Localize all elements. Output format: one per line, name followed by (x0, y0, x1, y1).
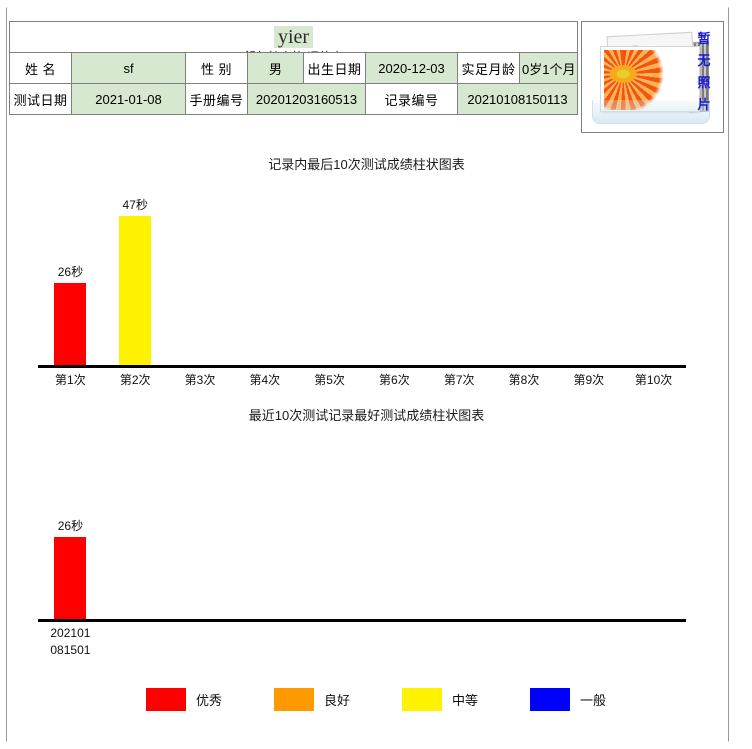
no-photo-char-4: 片 (697, 97, 711, 112)
label-gender: 性 别 (185, 52, 248, 84)
chart-2-x-axis (38, 619, 686, 622)
photo-tray (592, 100, 710, 124)
label-age: 实足月龄 (457, 52, 520, 84)
label-record-number: 记录编号 (365, 83, 458, 115)
chart-1-tick-2: 第2次 (119, 373, 151, 387)
legend-swatch-icon-2 (273, 687, 314, 711)
value-age[interactable]: 0岁1个月 (519, 52, 578, 84)
legend-swatch-icon-4 (530, 687, 571, 711)
chart-1-tick-10: 第10次 (634, 373, 673, 387)
chart-1-title: 记录内最后10次测试成绩柱状图表 (268, 157, 465, 172)
legend-item-4[interactable]: 一般 (530, 687, 607, 711)
value-record-number[interactable]: 20210108150113 (457, 83, 578, 115)
no-photo-label: 暂 无 照 片 (693, 28, 715, 116)
label-manual-number: 手册编号 (185, 83, 248, 115)
no-photo-char-3: 照 (697, 75, 711, 90)
value-birthdate[interactable]: 2020-12-03 (365, 52, 458, 84)
label-birthdate: 出生日期 (303, 52, 366, 84)
report-title-cell: yier 舒尔特方格 评估表 (9, 21, 578, 53)
label-test-date: 测试日期 (9, 83, 72, 115)
chart-1-bar-2 (119, 216, 152, 365)
legend-item-1[interactable]: 优秀 (145, 687, 222, 711)
chart-1-tick-3: 第3次 (184, 373, 216, 387)
value-test-date[interactable]: 2021-01-08 (71, 83, 186, 115)
chart-1-tick-8: 第8次 (508, 373, 540, 387)
chart-1-tick-5: 第5次 (314, 373, 345, 387)
table-row-title: yier 舒尔特方格 评估表 (9, 21, 578, 53)
legend-swatch-icon-1 (145, 687, 186, 711)
page-title: yier (11, 25, 577, 49)
page-sheet-border (6, 7, 729, 742)
value-name[interactable]: sf (71, 52, 186, 84)
table-row: 姓 名 sf 性 别 男 出生日期 2020-12-03 实足月龄 0岁1个月 (9, 52, 578, 84)
legend-label-1: 优秀 (195, 692, 222, 708)
legend-item-3[interactable]: 中等 (402, 687, 479, 711)
label-name: 姓 名 (9, 52, 72, 84)
legend-label-3: 中等 (452, 692, 479, 708)
chart-2-title: 最近10次测试记录最好测试成绩柱状图表 (248, 408, 485, 423)
chart-2-x-tick-labels: 202101 081501 (38, 625, 686, 661)
chart-2-bar-value-1: 26秒 (57, 519, 84, 533)
legend-swatch-icon-3 (402, 687, 442, 711)
chart-1-plot-area: 26秒 47秒 (38, 175, 686, 365)
no-photo-char-1: 暂 (697, 31, 711, 46)
table-row: 测试日期 2021-01-08 手册编号 20201203160513 记录编号… (9, 83, 578, 115)
chart-2-tick-line-1: 202101 (50, 626, 91, 640)
chart-1-tick-6: 第6次 (379, 373, 410, 387)
no-photo-icon: 暂 无 照 片 (584, 24, 723, 132)
chart-1-x-tick-labels: 第1次 第2次 第3次 第4次 第5次 第6次 第7次 第8次 第9次 第10次 (38, 371, 686, 391)
no-photo-char-2: 无 (697, 53, 711, 68)
chart-2-bar-1 (54, 537, 87, 619)
report-header: yier 舒尔特方格 评估表 姓 名 sf 性 别 男 出生日期 2020-12… (9, 21, 724, 133)
chart-1-bar-value-2: 47秒 (122, 198, 148, 212)
chart-legend: 优秀 良好 中等 一般 (0, 684, 752, 714)
chart-best-of-10-tests: 最近10次测试记录最好测试成绩柱状图表 26秒 202101 081501 (9, 403, 724, 668)
legend-label-4: 一般 (580, 692, 607, 708)
chart-2-tick-line-2: 081501 (50, 643, 91, 657)
chart-1-tick-1: 第1次 (55, 373, 86, 387)
patient-info-table: yier 舒尔特方格 评估表 姓 名 sf 性 别 男 出生日期 2020-12… (9, 21, 578, 115)
chart-1-bar-1 (54, 283, 87, 365)
chart-1-bar-value-1: 26秒 (57, 265, 84, 279)
chart-2-tick-1: 202101 081501 (38, 625, 103, 659)
chart-1-tick-4: 第4次 (249, 373, 281, 387)
page-subtitle: 舒尔特方格 评估表 (11, 50, 577, 52)
value-manual-number[interactable]: 20201203160513 (247, 83, 366, 115)
chart-1-x-axis (38, 365, 686, 368)
chart-recent-10-tests: 记录内最后10次测试成绩柱状图表 26秒 47秒 第1次 第2次 第3次 第4次 第5次第… (9, 150, 724, 395)
legend-label-2: 良好 (323, 692, 350, 708)
chart-1-tick-9: 第9次 (573, 373, 605, 387)
legend-item-2[interactable]: 良好 (273, 687, 350, 711)
chart-1-tick-7: 第7次 (443, 373, 475, 387)
chart-2-plot-area: 26秒 (38, 429, 686, 619)
value-gender[interactable]: 男 (247, 52, 304, 84)
photo-placeholder-cell[interactable]: 暂 无 照 片 (581, 21, 724, 133)
